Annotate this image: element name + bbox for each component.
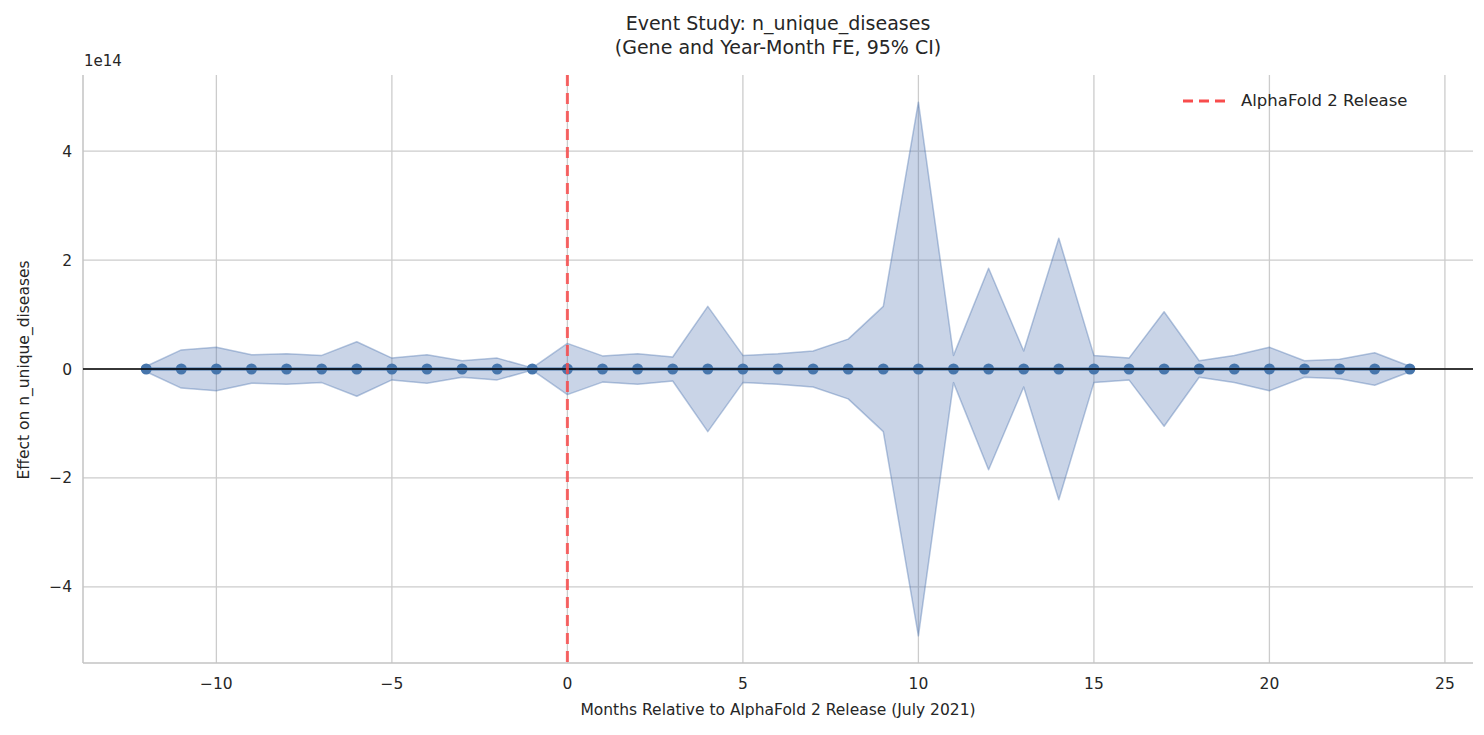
x-tick-label: 5 [738, 675, 748, 693]
y-tick-label: 0 [62, 361, 72, 379]
x-tick-label: 10 [909, 675, 929, 693]
y-tick-label: −2 [49, 469, 72, 487]
y-tick-label: −4 [49, 578, 72, 596]
x-tick-label: 0 [562, 675, 572, 693]
x-tick-label: −5 [380, 675, 403, 693]
x-tick-label: 15 [1084, 675, 1104, 693]
legend: AlphaFold 2 Release [1183, 91, 1407, 110]
plot-area: −10 −5 0 5 10 15 20 25 −4 −2 0 2 4 [0, 0, 1484, 735]
event-study-figure: Event Study: n_unique_diseases (Gene and… [0, 0, 1484, 735]
y-tick-label: 2 [62, 252, 72, 270]
x-axis-label: Months Relative to AlphaFold 2 Release (… [83, 701, 1473, 719]
legend-dash-icon [1183, 98, 1228, 104]
y-tick-label: 4 [62, 143, 72, 161]
x-tick-label: 20 [1260, 675, 1280, 693]
x-tick-label: 25 [1435, 675, 1455, 693]
x-tick-label: −10 [200, 675, 233, 693]
legend-label: AlphaFold 2 Release [1241, 91, 1407, 110]
